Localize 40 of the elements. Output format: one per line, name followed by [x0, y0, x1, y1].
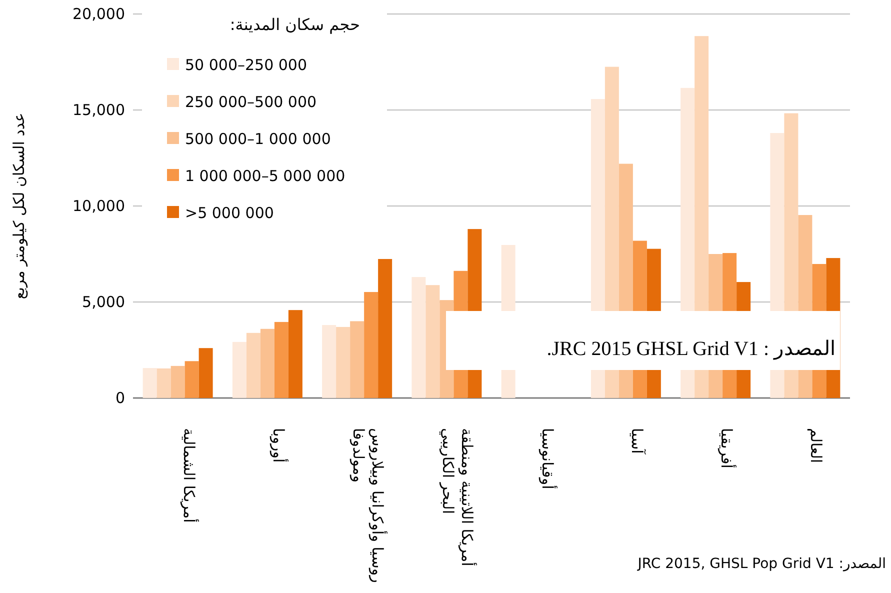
legend-label: >5 000 000: [185, 204, 274, 222]
bar: [232, 342, 246, 398]
legend-label: 500 000–1 000 000: [185, 130, 331, 148]
x-tick-label: أوقيانوسيا: [538, 428, 558, 490]
legend-label: 250 000–500 000: [185, 93, 317, 111]
overlay-note: المصدر : JRC 2015 GHSL Grid V1.: [446, 311, 840, 370]
bar: [170, 366, 185, 398]
bar: [412, 277, 426, 398]
x-tick-label: آسيا: [628, 428, 647, 455]
bar: [246, 332, 260, 398]
x-tick-label: روسيا وأوكرانيا وبيلاروس ومولدوفا: [350, 428, 388, 583]
bar: [274, 322, 288, 398]
x-tick-label: أمريكا اللاتينية ومنطقة البحر الكاريبي: [439, 428, 478, 566]
bar: [288, 310, 302, 398]
legend-label: 1 000 000–5 000 000: [185, 167, 346, 185]
y-tick-label: 0: [115, 389, 125, 407]
y-axis-title: عدد السكان لكل كيلومتر مربع: [10, 112, 28, 300]
bar: [142, 368, 157, 398]
annotation: المصدر : JRC 2015 GHSL Grid V1.: [546, 338, 836, 360]
legend-label: 50 000–250 000: [185, 56, 308, 74]
bar: [350, 321, 364, 398]
bar: [336, 326, 350, 398]
bar: [322, 325, 336, 398]
y-tick-label: 10,000: [72, 197, 125, 215]
bar: [198, 348, 213, 398]
bar: [184, 361, 199, 398]
bar: [260, 328, 274, 398]
x-tick-label: أوروبا: [269, 428, 288, 463]
y-tick-label: 20,000: [72, 5, 125, 23]
x-tick-label: أمريكا الشمالية: [180, 428, 199, 523]
x-tick-label: أفريقيا: [718, 428, 737, 468]
bar: [156, 368, 171, 398]
text: المصدر: JRC 2015, GHSL Pop Grid V1: [636, 556, 886, 572]
y-tick-label: 15,000: [72, 101, 125, 119]
y-tick-label: 5,000: [82, 293, 125, 311]
bar: [378, 258, 392, 398]
bar: [426, 285, 440, 398]
x-tick-label: العالم: [807, 428, 826, 464]
bar: [364, 292, 378, 398]
legend-title: حجم سكان المدينة:: [230, 15, 360, 34]
